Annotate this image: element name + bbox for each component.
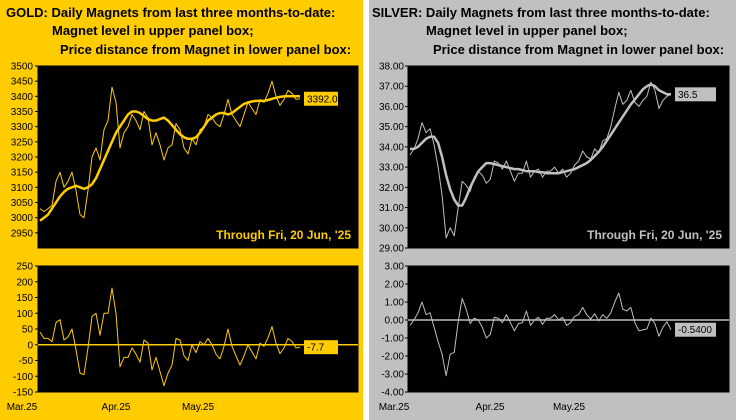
- gold-header: GOLD: Daily Magnets from last three mont…: [0, 0, 363, 62]
- silver-upper-ytick-label-5: 34.00: [379, 142, 404, 153]
- silver-lower-ytick-label-0: -4.00: [381, 388, 404, 399]
- gold-upper-ytick-label-7: 3300: [11, 122, 34, 133]
- gold-upper-ytick-label-0: 2950: [11, 228, 34, 239]
- gold-upper-series-0: [39, 80, 301, 219]
- silver-xtick-label-0: Mar.25: [379, 402, 410, 413]
- gold-upper-ytick-label-3: 3100: [11, 183, 34, 194]
- silver-header-line3: Price distance from Magnet in lower pane…: [433, 42, 725, 57]
- gold-upper-chart: 2950 3000 3050 3100 3150 3200 3250 3300 3350 3400…: [11, 62, 359, 249]
- gold-lower-plot-area: [37, 265, 359, 393]
- silver-lower-series-0: [409, 292, 672, 377]
- silver-lower-ytick-label-5: 1.00: [385, 298, 405, 309]
- gold-through-label: Through Fri, 20 Jun, '25: [216, 228, 351, 242]
- gold-lower-chart: -150 -100 -50 0 50 100 150 200 250 -7.7 Mar.25 Apr.…: [7, 262, 359, 413]
- silver-lower-ytick-label-2: -2.00: [381, 352, 404, 363]
- gold-lower-ytick-label-8: 250: [16, 262, 33, 273]
- silver-upper-ytick-label-7: 36.00: [379, 102, 404, 113]
- silver-lower-ytick-label-7: 3.00: [385, 262, 405, 273]
- silver-xtick-label-1: Apr.25: [476, 402, 505, 413]
- silver-through-label: Through Fri, 20 Jun, '25: [587, 228, 722, 242]
- gold-lower-ytick-label-6: 150: [16, 293, 33, 304]
- silver-upper-ytick-label-4: 33.00: [379, 163, 404, 174]
- gold-upper-ytick-label-1: 3000: [11, 213, 34, 224]
- gold-xtick-label-0: Mar.25: [7, 402, 38, 413]
- silver-upper-chart: 29.00 30.00 31.00 32.00 33.00 34.00 35.00 36.00…: [379, 62, 730, 255]
- gold-lower-ytick-label-3: 0: [27, 340, 33, 351]
- gold-upper-ytick-label-2: 3050: [11, 198, 34, 209]
- gold-diff-tag-label: -7.7: [307, 343, 325, 354]
- silver-upper-ytick-label-2: 31.00: [379, 203, 404, 214]
- silver-panel: SILVER: Daily Magnets from last three mo…: [369, 0, 736, 420]
- silver-last-tag-box: [675, 87, 716, 102]
- silver-last-tag-label: 36.5: [678, 90, 698, 101]
- gold-upper-ytick-label-10: 3450: [11, 77, 34, 88]
- silver-lower-ytick-label-6: 2.00: [385, 280, 405, 291]
- gold-xtick-label-1: Apr.25: [102, 402, 131, 413]
- gold-xtick-label-2: May.25: [182, 402, 214, 413]
- gold-diff-tag-box: [304, 340, 338, 355]
- silver-diff-tag-box: [675, 322, 716, 337]
- gold-upper-ytick-label-11: 3500: [11, 62, 34, 73]
- gold-lower-ytick-label-1: -100: [13, 372, 33, 383]
- gold-last-tag-box: [304, 91, 338, 106]
- gold-lower-ytick-label-7: 200: [16, 277, 33, 288]
- silver-upper-ytick-label-8: 37.00: [379, 82, 404, 93]
- gold-upper-ytick-label-6: 3250: [11, 137, 34, 148]
- silver-lower-chart: -4.00 -3.00 -2.00 -1.00 0.00 1.00 2.00 3.00 -0.5…: [379, 262, 730, 413]
- silver-upper-series-1: [410, 82, 671, 207]
- gold-upper-ytick-label-9: 3400: [11, 92, 34, 103]
- gold-lower-series-0: [39, 287, 301, 387]
- gold-lower-ytick-label-0: -150: [13, 388, 33, 399]
- gold-last-tag-label: 3392.0: [307, 94, 338, 105]
- silver-upper-ytick-label-0: 29.00: [379, 244, 404, 255]
- silver-header: SILVER: Daily Magnets from last three mo…: [369, 0, 736, 62]
- gold-lower-ytick-label-2: -50: [19, 356, 34, 367]
- silver-xtick-label-2: May.25: [553, 402, 585, 413]
- gold-lower-ytick-label-4: 50: [22, 325, 34, 336]
- silver-lower-ytick-label-1: -3.00: [381, 370, 404, 381]
- gold-upper-ytick-label-4: 3150: [11, 168, 34, 179]
- silver-header-line1: SILVER: Daily Magnets from last three mo…: [372, 5, 710, 20]
- gold-header-line2: Magnet level in upper panel box;: [52, 23, 254, 38]
- silver-upper-ytick-label-9: 38.00: [379, 62, 404, 73]
- silver-upper-ytick-label-1: 30.00: [379, 223, 404, 234]
- gold-lower-ytick-label-5: 100: [16, 309, 33, 320]
- gold-upper-ytick-label-8: 3350: [11, 107, 34, 118]
- silver-diff-tag-label: -0.5400: [678, 325, 712, 336]
- gold-upper-ytick-label-5: 3200: [11, 153, 34, 164]
- silver-upper-ytick-label-3: 32.00: [379, 183, 404, 194]
- silver-lower-ytick-label-4: 0.00: [385, 316, 405, 327]
- silver-lower-ytick-label-3: -1.00: [381, 334, 404, 345]
- gold-panel: GOLD: Daily Magnets from last three mont…: [0, 0, 363, 420]
- gold-header-line3: Price distance from Magnet in lower pane…: [60, 42, 352, 57]
- gold-header-line1: GOLD: Daily Magnets from last three mont…: [6, 5, 336, 20]
- gold-upper-series-1: [39, 95, 300, 222]
- silver-upper-ytick-label-6: 35.00: [379, 122, 404, 133]
- silver-header-line2: Magnet level in upper panel box;: [426, 23, 628, 38]
